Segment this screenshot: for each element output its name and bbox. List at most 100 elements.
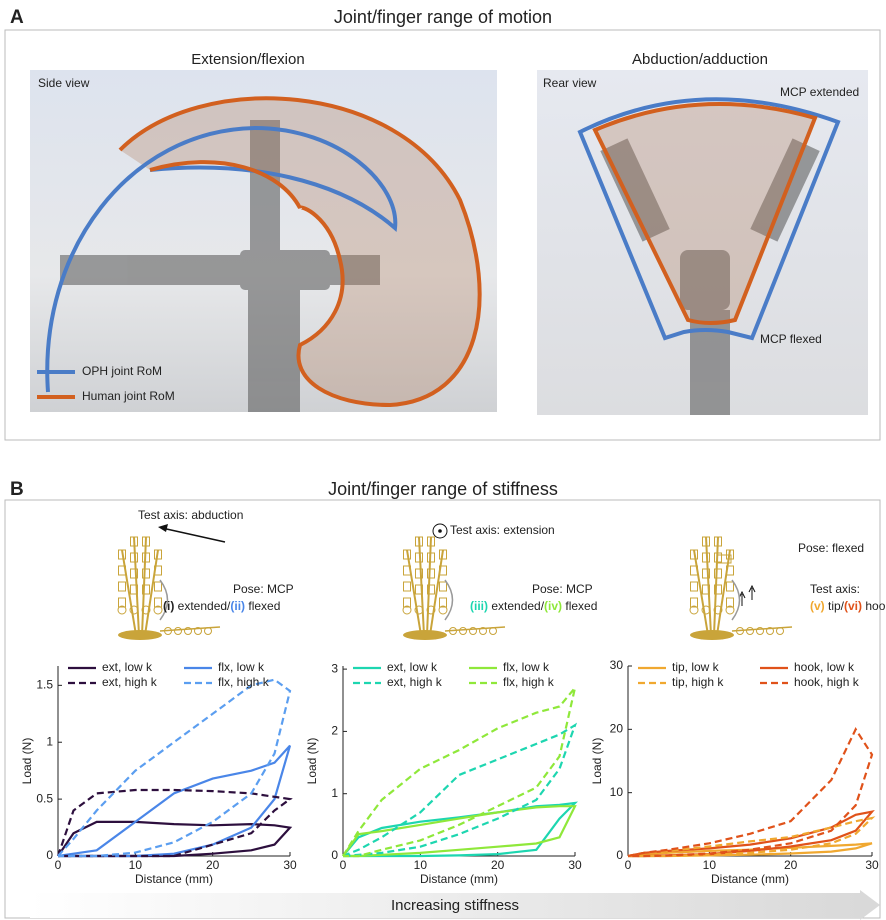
finger-link bbox=[155, 582, 162, 591]
finger bbox=[430, 550, 443, 635]
series-line bbox=[58, 680, 290, 856]
gradient-arrow bbox=[860, 890, 880, 920]
thumb-joint bbox=[747, 628, 754, 635]
finger bbox=[145, 550, 158, 635]
annotation-part: (vi) bbox=[844, 599, 862, 613]
annotation-part: flexed bbox=[245, 599, 280, 613]
series-line bbox=[343, 806, 575, 856]
y-tick-label: 20 bbox=[610, 722, 624, 736]
annotation: Pose: MCP bbox=[233, 582, 294, 596]
annotation-part: (ii) bbox=[230, 599, 245, 613]
legend-label: flx, low k bbox=[503, 660, 550, 674]
axis-arrow bbox=[158, 524, 168, 532]
subtitle: Extension/flexion bbox=[191, 51, 304, 68]
x-tick-label: 10 bbox=[414, 858, 428, 872]
annotation-part: (iii) bbox=[470, 599, 488, 613]
finger-link bbox=[727, 582, 734, 591]
x-tick-label: 0 bbox=[625, 858, 632, 872]
axis-arrow bbox=[162, 528, 225, 542]
footer-label: Increasing stiffness bbox=[391, 897, 519, 914]
y-tick-label: 1.5 bbox=[36, 678, 53, 692]
finger-link bbox=[404, 582, 411, 591]
finger bbox=[419, 537, 424, 635]
x-tick-label: 0 bbox=[55, 858, 62, 872]
annotation-part: hook bbox=[862, 599, 886, 613]
legend-label: tip, low k bbox=[672, 660, 720, 674]
x-tick-label: 30 bbox=[865, 858, 879, 872]
annotation: (v) tip/(vi) hook bbox=[810, 599, 886, 613]
annotation-part: extended/ bbox=[174, 599, 231, 613]
y-tick-label: 0 bbox=[46, 848, 53, 862]
annotation: MCP flexed bbox=[760, 332, 822, 346]
legend-label: ext, low k bbox=[102, 660, 153, 674]
annotation-part: (iv) bbox=[544, 599, 562, 613]
series-line bbox=[343, 803, 575, 856]
hand-illustration bbox=[118, 537, 220, 640]
x-tick-label: 20 bbox=[491, 858, 505, 872]
y-tick-label: 0 bbox=[616, 848, 623, 862]
x-axis-label: Distance (mm) bbox=[711, 872, 789, 886]
legend-label: tip, high k bbox=[672, 675, 724, 689]
annotation: (i) extended/(ii) flexed bbox=[163, 599, 280, 613]
x-tick-label: 20 bbox=[784, 858, 798, 872]
thumb-joint bbox=[175, 628, 182, 635]
legend-label: flx, high k bbox=[503, 675, 555, 689]
legend-label: ext, low k bbox=[387, 660, 438, 674]
legend-label: ext, high k bbox=[102, 675, 158, 689]
x-tick-label: 10 bbox=[129, 858, 143, 872]
annotation: Pose: flexed bbox=[798, 541, 864, 555]
legend-label: hook, high k bbox=[794, 675, 860, 689]
annotation-part: flexed bbox=[562, 599, 597, 613]
annotation: MCP extended bbox=[780, 85, 859, 99]
finger bbox=[694, 550, 708, 635]
x-axis-label: Distance (mm) bbox=[420, 872, 498, 886]
view-label: Rear view bbox=[543, 76, 597, 90]
series-line bbox=[343, 725, 575, 856]
annotation: Pose: MCP bbox=[532, 582, 593, 596]
panel-label: A bbox=[10, 7, 24, 28]
annotation-part: (v) bbox=[810, 599, 825, 613]
legend-label: flx, high k bbox=[218, 675, 270, 689]
subtitle: Abduction/adduction bbox=[632, 51, 768, 68]
panel-title: Joint/finger range of stiffness bbox=[328, 479, 558, 499]
annotation-part: extended/ bbox=[488, 599, 545, 613]
legend-label: flx, low k bbox=[218, 660, 265, 674]
finger-link bbox=[440, 582, 447, 591]
y-tick-label: 0.5 bbox=[36, 791, 53, 805]
palm bbox=[118, 630, 162, 640]
x-tick-label: 0 bbox=[340, 858, 347, 872]
legend-label: hook, low k bbox=[794, 660, 855, 674]
hand-illustration bbox=[403, 537, 505, 640]
legend-label: ext, high k bbox=[387, 675, 443, 689]
finger bbox=[706, 537, 711, 635]
x-tick-label: 30 bbox=[283, 858, 297, 872]
axis-symbol bbox=[438, 529, 442, 533]
y-tick-label: 2 bbox=[331, 724, 338, 738]
y-tick-label: 1 bbox=[331, 786, 338, 800]
finger bbox=[134, 537, 139, 635]
y-tick-label: 10 bbox=[610, 785, 624, 799]
x-tick-label: 30 bbox=[568, 858, 582, 872]
thumb-joint bbox=[460, 628, 467, 635]
y-tick-label: 0 bbox=[331, 848, 338, 862]
x-tick-label: 20 bbox=[206, 858, 220, 872]
y-axis-label: Load (N) bbox=[20, 738, 34, 785]
figure: A Joint/finger range of motion Extension… bbox=[0, 0, 886, 920]
y-tick-label: 30 bbox=[610, 658, 624, 672]
x-tick-label: 10 bbox=[703, 858, 717, 872]
legend-label: Human joint RoM bbox=[82, 389, 175, 403]
finger-link bbox=[691, 582, 698, 591]
series-line bbox=[58, 746, 290, 856]
series-line bbox=[628, 729, 872, 856]
annotation-part: (i) bbox=[163, 599, 174, 613]
finger bbox=[122, 550, 136, 635]
panel-label: B bbox=[10, 479, 24, 500]
axis-arrow bbox=[739, 586, 755, 606]
annotation-part: tip/ bbox=[825, 599, 845, 613]
y-tick-label: 1 bbox=[46, 734, 53, 748]
finger bbox=[407, 550, 421, 635]
y-tick-label: 3 bbox=[331, 661, 338, 675]
palm bbox=[403, 630, 447, 640]
annotation: Test axis: bbox=[810, 582, 860, 596]
y-axis-label: Load (N) bbox=[590, 738, 604, 785]
